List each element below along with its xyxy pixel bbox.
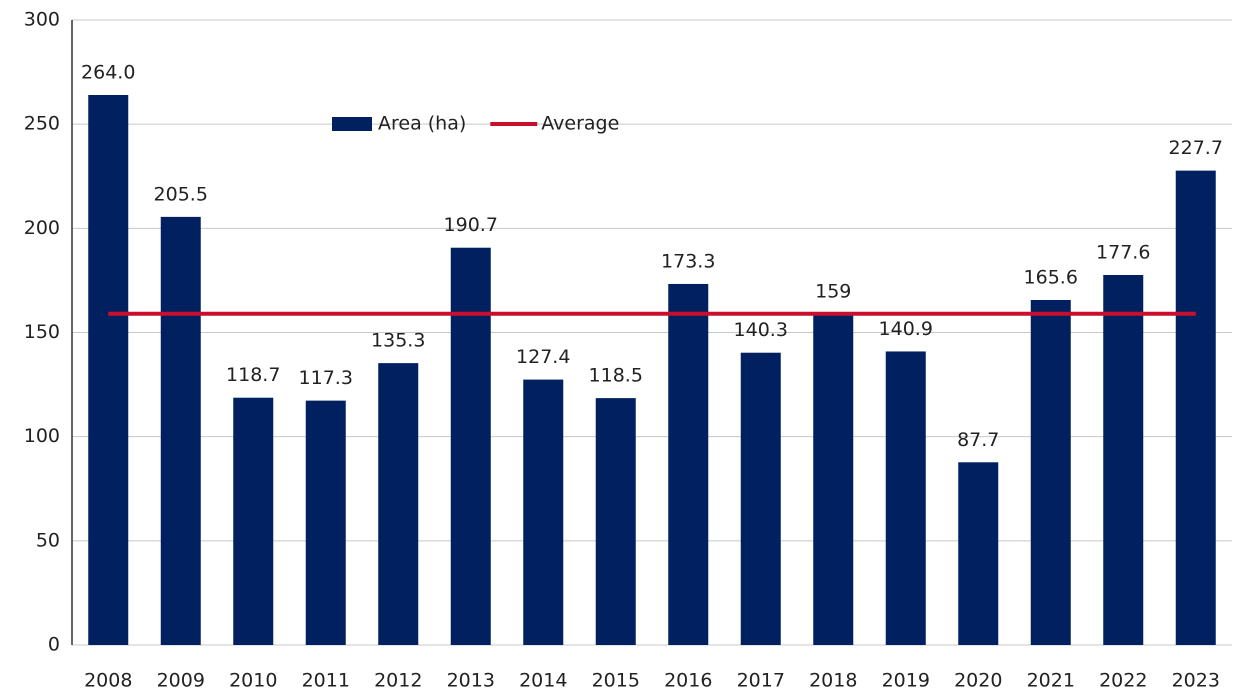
x-tick-label: 2009 — [157, 670, 205, 690]
y-tick-label: 50 — [36, 529, 60, 551]
data-label: 177.6 — [1096, 242, 1150, 264]
data-label: 87.7 — [957, 429, 999, 451]
data-label: 127.4 — [516, 346, 570, 368]
bar — [523, 379, 564, 645]
x-tick-label: 2023 — [1172, 670, 1220, 690]
bar — [233, 397, 274, 645]
x-tick-label: 2015 — [592, 670, 640, 690]
x-tick-label: 2014 — [519, 670, 567, 690]
data-label: 205.5 — [154, 183, 208, 205]
x-tick-label: 2010 — [229, 670, 277, 690]
legend-label: Average — [541, 113, 619, 135]
data-label: 117.3 — [299, 367, 353, 389]
bar — [378, 363, 419, 645]
y-tick-label: 300 — [24, 9, 60, 31]
bar — [813, 313, 854, 645]
bar — [740, 352, 781, 645]
bar — [958, 462, 999, 645]
bar — [450, 247, 491, 646]
y-tick-label: 250 — [24, 113, 60, 135]
bar — [160, 216, 201, 645]
bar — [595, 398, 636, 645]
data-label: 118.7 — [226, 364, 280, 386]
x-tick-label: 2012 — [374, 670, 422, 690]
data-label: 165.6 — [1024, 267, 1078, 289]
x-tick-label: 2016 — [664, 670, 712, 690]
x-tick-label: 2021 — [1027, 670, 1075, 690]
x-tick-label: 2019 — [882, 670, 930, 690]
x-tick-label: 2020 — [954, 670, 1002, 690]
bar — [88, 95, 129, 645]
data-label: 159 — [815, 280, 851, 302]
data-label: 227.7 — [1169, 137, 1223, 159]
y-tick-label: 150 — [24, 321, 60, 343]
x-tick-label: 2022 — [1099, 670, 1147, 690]
data-label: 118.5 — [589, 365, 643, 387]
data-label: 140.3 — [734, 319, 788, 341]
x-tick-label: 2008 — [84, 670, 132, 690]
bar — [305, 400, 346, 645]
bar — [885, 351, 926, 645]
x-tick-label: 2018 — [809, 670, 857, 690]
data-label: 264.0 — [81, 62, 135, 84]
data-label: 190.7 — [444, 214, 498, 236]
data-label: 140.9 — [879, 318, 933, 340]
x-tick-label: 2017 — [737, 670, 785, 690]
y-tick-label: 100 — [24, 425, 60, 447]
legend-label: Area (ha) — [378, 113, 466, 135]
x-tick-label: 2013 — [447, 670, 495, 690]
legend-swatch — [332, 117, 372, 131]
x-tick-label: 2011 — [302, 670, 350, 690]
bar — [668, 283, 709, 645]
bar — [1175, 170, 1216, 645]
data-label: 173.3 — [661, 250, 715, 272]
bar — [1103, 275, 1144, 645]
y-tick-label: 200 — [24, 217, 60, 239]
data-label: 135.3 — [371, 330, 425, 352]
y-tick-label: 0 — [48, 634, 60, 656]
bar — [1030, 300, 1071, 645]
